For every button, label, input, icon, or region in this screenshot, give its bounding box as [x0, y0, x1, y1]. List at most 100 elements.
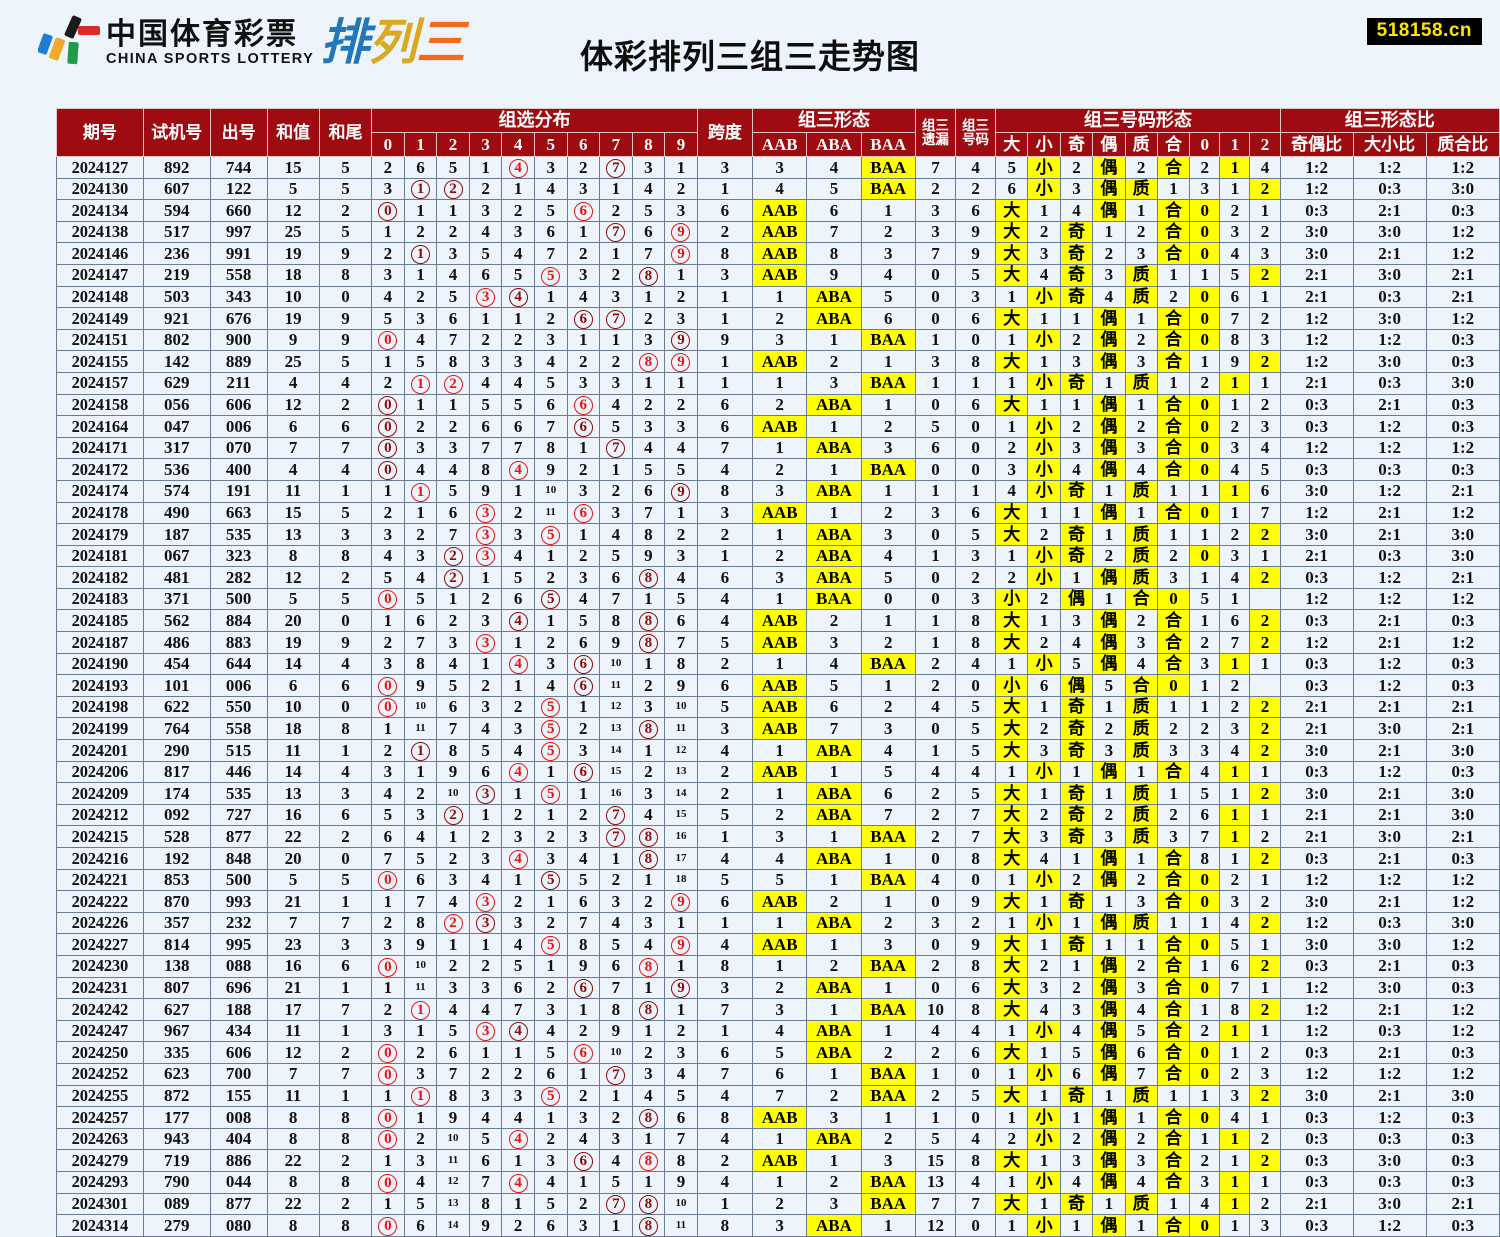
- dist-7: 7: [599, 1062, 633, 1086]
- table-row[interactable]: 2024179 187 535 13 3 3 2 7 3 3 5 1 4 8 2 2 1 ABA 3 0 5 大 2 奇 1 质 1…: [56, 523, 1500, 546]
- table-row[interactable]: 2024247 967 434 11 1 3 1 5 3 4 4 2 9 1 2 1 4 ABA 1 4 4 1 小 4 偶 5 合…: [56, 1019, 1500, 1043]
- sum-value: 7: [266, 436, 320, 460]
- table-row[interactable]: 2024242 627 188 17 7 2 1 4 4 7 3 1 8 8 1 7 3 1 BAA 10 8 大 4 3 偶 4…: [56, 998, 1500, 1021]
- table-row[interactable]: 2024187 486 883 19 9 2 7 3 3 1 2 6 9 8 7 5 AAB 3 2 1 8 大 2 4 偶 3 合…: [56, 631, 1500, 654]
- table-row[interactable]: 2024149 921 676 19 9 5 3 6 1 1 2 6 7 2 3 1 2 ABA 6 0 6 大 1 1 偶 1 合…: [56, 307, 1500, 330]
- dist-8: 5: [631, 458, 666, 481]
- numshape-奇: 奇: [1059, 242, 1094, 265]
- table-row[interactable]: 2024127 892 744 15 5 2 6 5 1 4 3 2 7 3 1 3 3 4 BAA 7 4 5 小 2 偶 2 合…: [56, 156, 1500, 179]
- table-row[interactable]: 2024174 574 191 11 1 1 1 5 9 1 10 3 2 6 9 8 3 ABA 1 1 1 4 小奇 1 质…: [56, 479, 1500, 503]
- table-row[interactable]: 2024231 807 696 21 1 1 11 3 3 6 2 6 7 1 9 3 2 ABA 1 0 6 大 3 2 偶 3…: [56, 976, 1500, 1000]
- shape-BAA: 2: [860, 415, 916, 438]
- table-row[interactable]: 2024146 236 991 19 9 2 1 3 5 4 7 2 1 7 9 8 AAB 8 3 7 9 大 3 奇 2 3 合…: [56, 242, 1500, 265]
- table-row[interactable]: 2024199 764 558 18 8 1 11 7 4 3 5 2 13 8 11 3 AAB 7 3 0 5 大 2 奇…: [56, 717, 1500, 741]
- table-row[interactable]: 2024181 067 323 8 8 4 3 2 3 4 1 2 5 9 3 1 2 ABA 4 1 3 1 小奇 2 质 2 0…: [56, 544, 1500, 568]
- sum-tail: 7: [318, 998, 373, 1021]
- header-row-subs: 0 1 2 3 4 5 6 7 8 9 AAB ABA BAA 大小奇偶质合 0 1 2 奇偶比 大小比 质合比: [57, 132, 1500, 157]
- table-row[interactable]: 2024138 517 997 25 5 1 2 2 4 3 6 1 7 6 9 2 AAB 7 2 3 9 大 2 奇 1 2 合…: [56, 220, 1500, 244]
- numshape-偶: 偶: [1092, 501, 1126, 525]
- table-row[interactable]: 2024250 335 606 12 2 0 2 6 1 1 5 6 10 2 3 6 5 ABA 2 2 6 大 1 5 偶 6…: [56, 1041, 1500, 1064]
- group3-number: 6: [954, 199, 997, 222]
- table-row[interactable]: 2024155 142 889 25 5 1 5 8 3 3 4 2 2 8 9 1 AAB 2 1 3 8 大 1 3 偶 3 合…: [56, 350, 1500, 373]
- col-header-5: 5: [533, 132, 568, 157]
- numshape-偶: 偶: [1092, 1019, 1126, 1043]
- dist-5: 4: [533, 674, 568, 697]
- table-row[interactable]: 2024158 056 606 12 2 0 1 1 5 5 6 6 4 2 2 6 2 ABA 1 0 6 大 1 1 偶 1 合…: [56, 393, 1500, 417]
- table-row[interactable]: 2024183 371 500 5 5 0 5 1 2 6 5 4 7 1 5 4 1 BAA 0 0 3 小 2 偶 1 合 0 5…: [56, 587, 1500, 611]
- table-row[interactable]: 2024212 092 727 16 6 5 3 2 1 2 1 2 7 4 15 5 2 ABA 7 2 7 大 2 奇 2 质…: [56, 803, 1500, 827]
- table-row[interactable]: 2024252 623 700 7 7 0 3 7 2 2 6 1 7 3 4 7 6 1 BAA 1 0 1 小 6 偶 7 合 0…: [56, 1062, 1500, 1086]
- drawn-ball: 3: [476, 547, 496, 567]
- table-row[interactable]: 2024279 719 886 22 2 1 3 11 6 1 3 6 4 8 8 2 AAB 1 3 15 8 大 1 3 偶…: [56, 1149, 1500, 1172]
- numshape-奇: 3: [1059, 350, 1094, 373]
- table-row[interactable]: 2024301 089 877 22 2 1 5 13 8 1 5 2 7 8 10 1 2 3 BAA 7 7 大 1 奇 1…: [56, 1192, 1500, 1216]
- numshape-1: 3: [1219, 544, 1251, 568]
- table-row[interactable]: 2024230 138 088 16 6 0 10 2 2 5 1 9 6 8 1 8 1 2 BAA 2 8 大 2 1 偶 2…: [56, 954, 1500, 978]
- shape-BAA: BAA: [860, 1062, 916, 1086]
- table-row[interactable]: 2024164 047 006 6 6 0 2 2 6 6 7 6 5 3 3 6 AAB 1 2 5 0 1 小 2 偶 2 合 0…: [56, 415, 1500, 438]
- table-row[interactable]: 2024255 872 155 11 1 1 1 8 3 3 5 2 1 4 5 4 7 2 BAA 2 5 大 1 奇 1 质 1…: [56, 1084, 1500, 1108]
- numshape-小: 6: [1027, 674, 1061, 697]
- table-row[interactable]: 2024193 101 006 6 6 0 9 5 2 1 4 6 11 2 9 6 AAB 5 1 2 0 小 6 偶 5 合 0…: [56, 674, 1500, 697]
- span-value: 4: [696, 458, 754, 481]
- table-row[interactable]: 2024171 317 070 7 7 0 3 3 7 7 8 1 7 4 4 7 1 ABA 3 6 0 2 小 3 偶 3 合 0…: [56, 436, 1500, 460]
- numshape-偶: 3: [1092, 739, 1126, 762]
- dist-2: 5: [436, 1019, 470, 1043]
- table-row[interactable]: 2024226 357 232 7 7 2 8 2 3 3 2 7 4 3 1 1 1 ABA 2 3 2 1 小 1 偶质 1 1…: [56, 911, 1500, 935]
- dist-2: 2: [436, 371, 470, 395]
- issue-number: 2024255: [56, 1084, 144, 1108]
- numshape-偶: 偶: [1092, 307, 1126, 330]
- col-header-跨度: 跨度: [696, 108, 754, 157]
- table-row[interactable]: 2024172 536 400 4 4 0 4 4 8 4 9 2 1 5 5 4 2 1 BAA 0 0 3 小 4 偶 4 合 0…: [56, 458, 1500, 481]
- col-header-7: 7: [599, 132, 633, 157]
- ratio-奇偶比: 1:2: [1279, 307, 1354, 330]
- table-row[interactable]: 2024157 629 211 4 4 2 1 2 4 4 5 3 3 1 1 1 1 3 BAA 1 1 1 小奇 1 质 1 2…: [56, 371, 1500, 395]
- shape-BAA: 5: [860, 566, 916, 589]
- issue-number: 2024190: [56, 652, 144, 676]
- table-row[interactable]: 2024151 802 900 9 9 0 4 7 2 2 3 1 1 3 9 9 3 1 BAA 1 0 1 小 2 偶 2 合 0…: [56, 328, 1500, 352]
- dist-1: 2: [403, 782, 438, 805]
- table-row[interactable]: 2024206 817 446 14 4 3 1 9 6 4 1 6 15 2 13 2 AAB 1 5 4 4 1 小 1 偶…: [56, 760, 1500, 784]
- table-row[interactable]: 2024314 279 080 8 8 0 6 14 9 2 6 3 1 8 11 8 3 ABA 1 12 0 1 小 1 偶…: [56, 1214, 1500, 1237]
- table-row[interactable]: 2024148 503 343 10 0 4 2 5 3 4 1 4 3 1 2 1 1 ABA 5 0 3 1 小奇 4 质 2…: [56, 285, 1500, 309]
- table-row[interactable]: 2024198 622 550 10 0 0 10 6 3 2 5 1 12 3 10 5 AAB 6 2 4 5 大 1 奇…: [56, 695, 1500, 719]
- issue-number: 2024279: [56, 1149, 144, 1172]
- table-row[interactable]: 2024201 290 515 11 1 2 1 8 5 4 5 3 14 1 12 4 1 ABA 4 1 5 大 3 奇 3…: [56, 739, 1500, 762]
- table-row[interactable]: 2024221 853 500 5 5 0 6 3 4 1 5 5 2 1 18 5 5 1 BAA 4 0 1 小 2 偶 2 合…: [56, 868, 1500, 892]
- dist-3: 3: [468, 631, 503, 654]
- dist-4: 4: [501, 609, 535, 633]
- dist-9: 9: [664, 328, 698, 352]
- numshape-奇: 奇: [1059, 695, 1094, 719]
- test-number: 528: [142, 825, 211, 848]
- table-row[interactable]: 2024178 490 663 15 5 2 1 6 3 2 11 6 3 7 1 3 AAB 1 2 3 6 大 1 1 偶 1…: [56, 501, 1500, 525]
- table-row[interactable]: 2024227 814 995 23 3 3 9 1 1 4 5 8 5 4 9 4 AAB 1 3 0 9 大 1 奇 1 1 合…: [56, 933, 1500, 956]
- table-row[interactable]: 2024147 219 558 18 8 3 1 4 6 5 5 3 2 8 1 3 AAB 9 4 0 5 大 4 奇 3 质 1…: [56, 263, 1500, 287]
- table-row[interactable]: 2024134 594 660 12 2 0 1 1 3 2 5 6 2 5 3 6 AAB 6 1 3 6 大 1 4 偶 1 合…: [56, 199, 1500, 222]
- ratio-奇偶比: 3:0: [1279, 1084, 1354, 1108]
- table-row[interactable]: 2024222 870 993 21 1 1 7 4 3 2 1 6 3 2 9 6 AAB 2 1 0 9 大 1 奇 1 3 合…: [56, 890, 1500, 913]
- table-row[interactable]: 2024216 192 848 20 0 7 5 2 3 4 3 4 1 8 17 4 4 ABA 1 0 8 大 4 1 偶 1…: [56, 847, 1500, 870]
- table-row[interactable]: 2024257 177 008 8 8 0 1 9 4 4 1 3 2 8 6 8 AAB 3 1 1 0 1 小 1 偶 1 合 0…: [56, 1106, 1500, 1129]
- table-row[interactable]: 2024209 174 535 13 3 4 2 10 3 1 5 1 16 3 14 2 1 ABA 6 2 5 大 1 奇…: [56, 782, 1500, 805]
- dist-2: 5: [436, 479, 470, 503]
- dist-8: 5: [631, 199, 666, 222]
- table-row[interactable]: 2024185 562 884 20 0 1 6 2 3 4 1 5 8 8 6 4 AAB 2 1 1 8 大 1 3 偶 2 合…: [56, 609, 1500, 633]
- table-row[interactable]: 2024215 528 877 22 2 6 4 1 2 3 2 3 7 8 16 1 3 1 BAA 2 7 大 3 奇 3 质…: [56, 825, 1500, 848]
- table-row[interactable]: 2024182 481 282 12 2 5 4 2 1 5 2 3 6 8 4 6 3 ABA 5 0 2 2 小 1 偶质 3…: [56, 566, 1500, 589]
- table-row[interactable]: 2024263 943 404 8 8 0 2 10 5 4 2 4 3 1 7 4 1 ABA 2 5 4 2 小 2 偶 2 合…: [56, 1127, 1500, 1151]
- drawn-ball: 0: [378, 460, 398, 480]
- numshape-奇: 奇: [1059, 803, 1094, 827]
- span-value: 4: [696, 587, 754, 611]
- dist-9: 9: [664, 674, 698, 697]
- group3-number: 0: [954, 1062, 997, 1086]
- dist-4: 2: [501, 199, 535, 222]
- group3-number: 5: [954, 739, 997, 762]
- dist-5: 3: [533, 847, 568, 870]
- numshape-0: 1: [1189, 523, 1221, 546]
- table-row[interactable]: 2024190 454 644 14 4 3 8 4 1 4 3 6 10 1 8 2 1 4 BAA 2 4 1 小 5 偶 4…: [56, 652, 1500, 676]
- test-number: 814: [142, 933, 211, 956]
- group3-number: 0: [954, 458, 997, 481]
- table-row[interactable]: 2024130 607 122 5 5 3 1 2 2 1 4 3 1 4 2 1 4 5 BAA 2 2 6 小 3 偶质 1 3…: [56, 177, 1500, 201]
- table-row[interactable]: 2024293 790 044 8 8 0 4 12 7 4 4 1 5 1 9 4 1 2 BAA 13 4 1 小 4 偶 4…: [56, 1170, 1500, 1194]
- dist-8: 8: [631, 998, 666, 1021]
